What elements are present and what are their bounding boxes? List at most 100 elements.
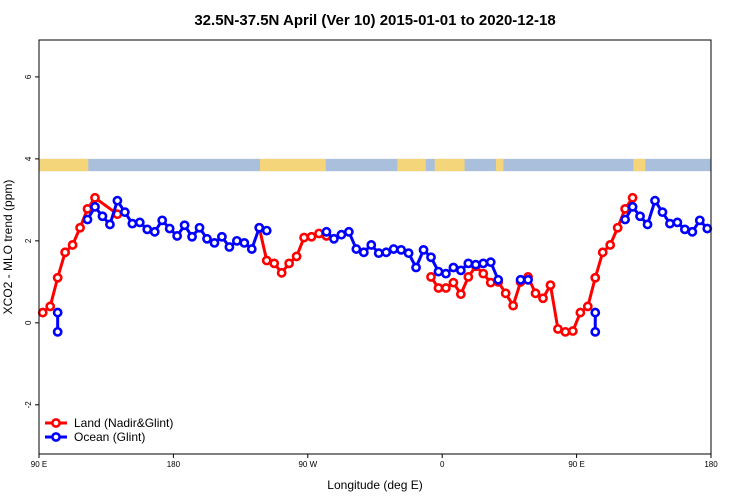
data-point (105, 219, 115, 230)
data-point (358, 247, 369, 258)
data-point (149, 226, 160, 237)
data-point (560, 326, 571, 337)
data-point (635, 211, 645, 222)
data-point (485, 257, 496, 268)
legend: Land (Nadir&Glint)Ocean (Glint) (45, 416, 173, 444)
data-point (45, 301, 56, 312)
data-point (388, 244, 399, 254)
data-point (470, 259, 481, 270)
data-point (112, 195, 123, 206)
y-tick-label: 2 (24, 238, 33, 243)
y-axis-ticks: -2 0 2 4 6 (24, 74, 39, 408)
data-point (291, 251, 302, 262)
ocean-band (39, 158, 711, 172)
x-tick-label: 90 E (568, 460, 584, 469)
data-point (411, 262, 421, 273)
data-point (702, 223, 713, 234)
data-point (366, 240, 377, 250)
data-point (493, 274, 504, 285)
data-point (463, 258, 474, 269)
data-point (60, 247, 71, 258)
land-band-segment (434, 158, 465, 172)
data-point (381, 247, 392, 258)
data-point (351, 244, 362, 254)
data-point (329, 233, 339, 244)
y-axis-label: XCO2 - MLO trend (ppm) (1, 180, 15, 315)
data-point (142, 224, 153, 235)
data-point (627, 192, 638, 203)
data-point (582, 301, 593, 312)
data-point (343, 226, 354, 237)
data-point (209, 238, 220, 248)
y-tick-label: 0 (24, 320, 33, 325)
data-point (217, 231, 227, 242)
series-line (429, 196, 634, 334)
land-band-segment (260, 158, 326, 172)
data-point (261, 225, 272, 236)
legend-marker (51, 432, 61, 442)
data-point (134, 217, 145, 228)
data-point (396, 244, 407, 255)
data-point (433, 283, 444, 293)
x-axis-label: Longitude (deg E) (327, 478, 422, 492)
data-point (82, 214, 93, 225)
series-ocean (52, 195, 713, 337)
data-point (523, 274, 533, 285)
data-point (276, 267, 287, 278)
y-tick-label: 4 (24, 156, 33, 161)
data-point (665, 218, 675, 229)
data-point (52, 326, 63, 337)
data-point (336, 229, 347, 240)
data-point (90, 192, 100, 203)
data-point (194, 222, 205, 233)
data-point (37, 307, 48, 318)
data-point (650, 195, 660, 206)
data-point (433, 266, 444, 277)
data-point (478, 268, 489, 279)
data-point (52, 272, 63, 283)
data-point (403, 248, 414, 259)
data-point (448, 277, 459, 288)
data-point (538, 293, 548, 304)
data-point (448, 262, 459, 273)
series-layer (37, 192, 713, 337)
data-point (553, 324, 563, 334)
chart-title: 32.5N-37.5N April (Ver 10) 2015-01-01 to… (194, 12, 555, 29)
data-point (306, 231, 317, 242)
data-point (455, 265, 466, 276)
data-point (612, 222, 623, 233)
data-point (254, 222, 265, 233)
data-point (75, 222, 85, 233)
data-point (164, 223, 175, 234)
data-point (508, 300, 519, 311)
data-point (515, 274, 526, 285)
data-point (426, 252, 436, 263)
land-band-segment (39, 158, 89, 172)
data-point (567, 326, 578, 336)
x-tick-label: 180 (167, 460, 181, 469)
data-point (426, 272, 436, 282)
data-point (269, 258, 280, 269)
data-point (52, 307, 63, 318)
x-tick-label: 180 (704, 460, 718, 469)
data-point (605, 240, 616, 250)
data-point (231, 235, 242, 246)
data-point (478, 258, 489, 269)
data-point (321, 226, 332, 237)
data-point (463, 272, 474, 282)
data-point (90, 201, 100, 212)
data-point (224, 242, 235, 252)
data-point (418, 244, 429, 255)
data-point (299, 232, 309, 243)
data-point (246, 244, 257, 254)
data-point (694, 215, 705, 226)
data-point (239, 238, 250, 248)
data-point (485, 277, 496, 288)
data-point (119, 207, 130, 218)
land-band-segment (495, 158, 504, 172)
x-axis-ticks: 90 E 180 90 W 0 90 E 180 (31, 454, 718, 469)
legend-label: Land (Nadir&Glint) (74, 416, 173, 430)
data-point (620, 214, 631, 225)
data-point (575, 307, 586, 318)
